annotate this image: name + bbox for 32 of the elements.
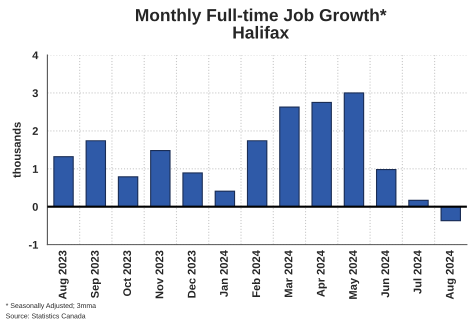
x-tick-label: Aug 2024 [446,250,456,300]
y-tick-label: 4 [32,51,38,60]
bar [53,156,74,208]
x-tick-label: May 2024 [349,250,360,299]
x-tick-label: Feb 2024 [252,250,260,297]
y-axis-title: thousands [12,122,21,178]
bar [86,140,106,208]
x-tick-label: Oct 2023 [123,250,132,296]
bar [182,172,203,208]
bar [344,92,364,208]
y-tick-label: 0 [32,202,38,211]
x-tick-label: Sep 2023 [90,250,101,298]
y-tick-label: -1 [28,241,38,249]
x-tick-label: Jan 2024 [220,250,228,297]
chart-title: Monthly Full-time Job Growth* Halifax [136,8,387,39]
x-tick-label: Jul 2024 [413,250,422,294]
bar [311,102,332,208]
bar [246,140,268,208]
bar [376,169,396,208]
x-tick-label: Aug 2023 [58,250,69,300]
x-tick-label: Jun 2024 [381,250,390,298]
y-tick-label: 1 [32,165,38,173]
y-tick-label: 3 [32,89,38,98]
bar [150,150,171,208]
bar [279,106,300,208]
bar [118,176,138,208]
x-tick-label: Dec 2023 [188,250,196,298]
y-tick-label: 2 [32,127,38,135]
x-tick-label: Apr 2024 [316,250,327,297]
bar [214,190,236,208]
x-tick-label: Mar 2024 [284,250,292,297]
x-tick-label: Nov 2023 [155,250,164,298]
